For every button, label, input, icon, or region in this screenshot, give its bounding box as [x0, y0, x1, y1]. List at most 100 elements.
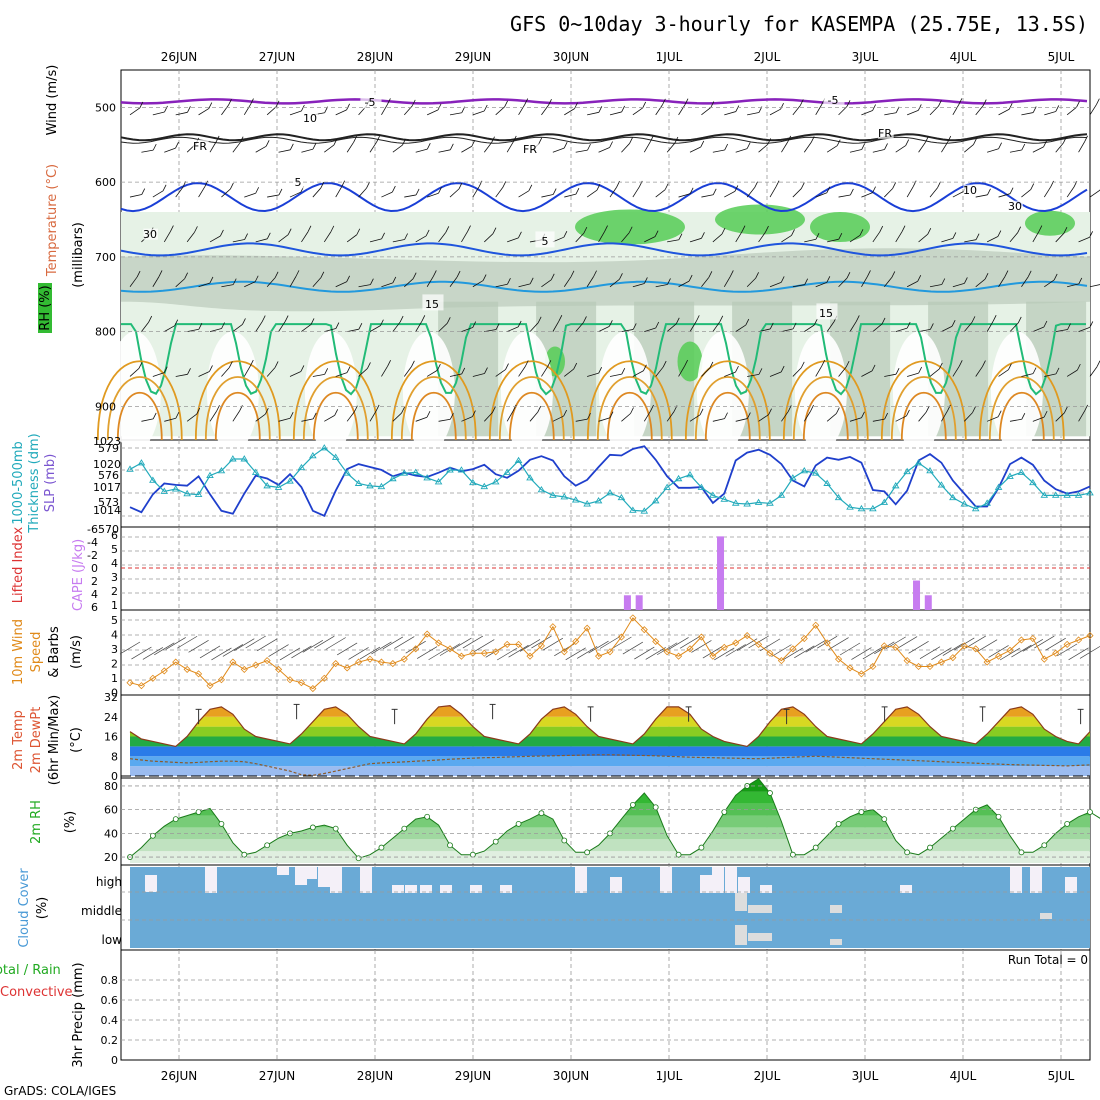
cloud-gap: [700, 875, 712, 893]
wind-barb-flag: [741, 225, 746, 232]
wind10-barb: [234, 638, 255, 652]
wind-barb-flag: [232, 278, 237, 285]
wind-barb: [1055, 232, 1065, 243]
wind-barb: [175, 111, 188, 116]
wind-barb: [621, 232, 630, 243]
wind-barb: [541, 279, 552, 288]
wind-barb: [358, 368, 368, 377]
wind10-barb: [679, 635, 701, 649]
wind-barb-flag: [330, 225, 335, 233]
wind-barb-flag: [458, 182, 463, 190]
wind-barb-flag: [138, 362, 143, 369]
wind10-tick: 4: [111, 629, 118, 642]
wind-barb: [164, 417, 176, 422]
rh2m-marker: [1041, 842, 1048, 849]
contour-label: 30: [143, 228, 157, 241]
cloud-gap: [360, 867, 372, 893]
wind-barb-flag: [492, 406, 496, 413]
wind-barb-flag: [495, 323, 500, 330]
contour-label-bg: [816, 303, 838, 320]
wind-barb: [461, 145, 473, 153]
thickness-marker: [629, 506, 637, 513]
thickness-marker: [480, 482, 489, 490]
wind-barb: [758, 414, 769, 422]
wind-barb-flag: [747, 412, 751, 419]
rh-patch: [810, 211, 870, 242]
wind-barb: [438, 418, 451, 422]
wind-barb-flag: [813, 318, 818, 326]
wind10-marker: [286, 676, 294, 684]
isotherm-warm: [400, 376, 467, 441]
wind10-barb: [256, 638, 278, 652]
dry-zone: [206, 331, 259, 452]
wind10-barb: [302, 639, 324, 653]
wind-barb-flag: [471, 140, 476, 147]
wind-barb-flag: [570, 270, 575, 277]
wind-barb: [952, 104, 960, 116]
wind10-barb: [176, 635, 198, 649]
wind-barb: [1021, 189, 1032, 198]
date-label-bottom: 28JUN: [357, 1069, 394, 1083]
thickness-marker: [274, 483, 283, 490]
wind-barb-flag: [415, 188, 420, 196]
wind-barb-flag: [879, 225, 884, 233]
label-thickness-1: 1000-500mb: [11, 441, 26, 525]
thickness-marker: [240, 455, 249, 462]
wind10-barb: [474, 639, 495, 652]
profile-y-tick: 700: [95, 251, 116, 264]
profile-y-tick: 500: [95, 101, 116, 114]
wind-barb-flag: [254, 275, 259, 282]
wind-barb-flag: [162, 184, 167, 191]
contour-label: 30: [1008, 200, 1022, 213]
wind10-barb: [508, 644, 529, 658]
wind-barb: [918, 142, 926, 153]
wind10-barb: [622, 641, 644, 655]
wind-barb-flag: [684, 98, 689, 105]
wind-barb-flag: [563, 141, 568, 149]
wind-barb-flag: [1043, 410, 1048, 418]
rh2m-marker: [515, 820, 522, 827]
wind10-marker: [195, 670, 203, 678]
isotherm-warm: [900, 391, 947, 441]
wind10-marker: [412, 645, 420, 653]
wind-barb: [838, 366, 847, 377]
isotherm-warm: [214, 391, 261, 441]
wind-barb: [129, 194, 142, 198]
wind-barb: [438, 149, 451, 153]
wind10-barb: [211, 647, 232, 661]
wind-barb-flag: [249, 359, 254, 367]
wind10-marker: [355, 658, 363, 666]
wind10-marker: [972, 645, 980, 653]
wind-barb: [552, 321, 560, 332]
wind10-barb: [154, 642, 175, 656]
wind-barb-flag: [700, 140, 705, 148]
wind-barb-flag: [836, 139, 841, 146]
thickness-marker: [971, 504, 980, 512]
wind10-barb: [359, 646, 381, 660]
wind-barb: [324, 144, 335, 153]
wind-barb-flag: [456, 270, 461, 278]
wind-barb: [952, 191, 964, 198]
wind-barb: [232, 411, 240, 422]
wind-barb-flag: [619, 273, 623, 280]
wind10-barb: [462, 635, 484, 649]
thickness-marker: [1006, 472, 1014, 479]
wind-barb: [255, 321, 263, 332]
wind10-barb: [245, 635, 266, 649]
wind-barb: [1044, 279, 1055, 288]
wind-barb-flag: [895, 368, 900, 375]
wind-barb-flag: [608, 320, 613, 327]
rh2m-marker: [904, 849, 911, 856]
wind-barb: [1089, 104, 1097, 116]
wind-barb: [906, 186, 914, 198]
wind-barb-flag: [892, 182, 897, 189]
wind-barb: [941, 238, 954, 243]
rh-band: [130, 778, 1090, 792]
rh2m-marker: [584, 849, 591, 856]
isotherm-warm: [802, 391, 849, 441]
contour-label: -5: [828, 94, 839, 107]
thickness-marker: [606, 489, 614, 496]
wind-barb: [483, 412, 493, 422]
wind-barb: [221, 367, 230, 377]
thickness-line: [129, 447, 1091, 512]
